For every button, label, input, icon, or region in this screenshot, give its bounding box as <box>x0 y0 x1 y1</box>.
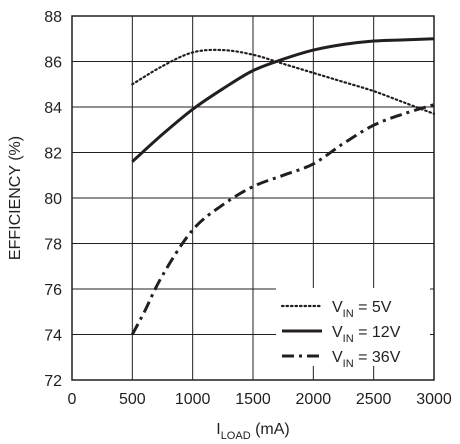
legend: VIN = 5V VIN = 12V VIN = 36V <box>280 299 401 370</box>
series-line-1 <box>131 48 436 115</box>
legend-background <box>276 288 430 366</box>
plot-frame <box>71 15 435 381</box>
x-tick-label: 1500 <box>235 391 271 408</box>
x-tick-labels: 0 500 1000 1500 2000 2500 3000 <box>68 391 452 408</box>
y-tick-label: 74 <box>44 328 62 345</box>
x-tick-label: 500 <box>119 391 146 408</box>
y-tick-label: 84 <box>44 100 62 117</box>
x-axis-title-main: I <box>216 421 220 438</box>
y-tick-label: 82 <box>44 146 62 163</box>
x-tick-label: 1000 <box>175 391 211 408</box>
y-tick-label: 88 <box>44 9 62 26</box>
x-axis-title: ILOAD (mA) <box>216 421 290 442</box>
legend-label-3: VIN = 36V <box>332 349 401 370</box>
y-tick-label: 72 <box>44 373 62 390</box>
y-tick-labels: 72 74 76 78 80 82 84 86 88 <box>44 9 62 390</box>
x-tick-label: 2500 <box>356 391 392 408</box>
series-line-2 <box>131 37 435 163</box>
y-tick-label: 78 <box>44 237 62 254</box>
y-tick-label: 76 <box>44 282 62 299</box>
y-tick-label: 80 <box>44 191 62 208</box>
series-lines <box>130 37 436 336</box>
legend-label-2: VIN = 12V <box>332 324 401 345</box>
y-tick-label: 86 <box>44 55 62 72</box>
x-tick-label: 3000 <box>416 391 452 408</box>
series-line-3 <box>130 103 435 336</box>
y-axis-title: EFFICIENCY (%) <box>7 136 24 260</box>
legend-label-1: VIN = 5V <box>332 299 392 320</box>
x-axis-title-unit: (mA) <box>251 421 290 438</box>
x-tick-label: 0 <box>68 391 77 408</box>
x-axis-title-subscript: LOAD <box>221 430 251 442</box>
x-tick-label: 2000 <box>296 391 332 408</box>
